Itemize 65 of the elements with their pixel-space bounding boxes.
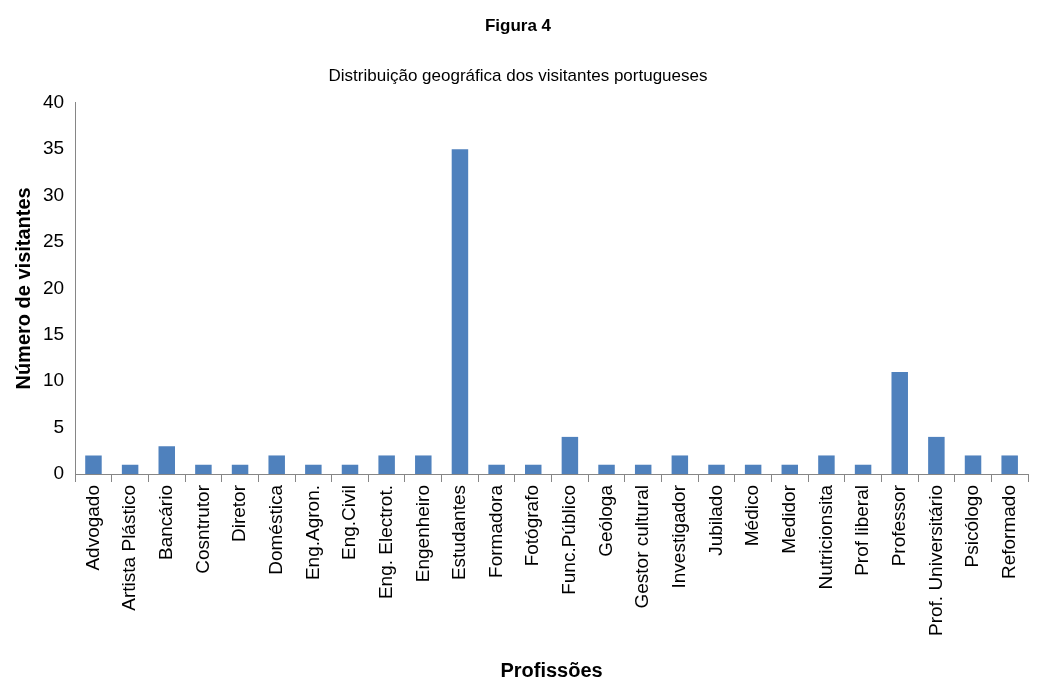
y-tick-label: 0 — [53, 462, 65, 484]
bar — [451, 149, 469, 475]
bar — [378, 455, 395, 475]
x-tick-label: Advogado — [81, 485, 103, 571]
x-tick-label: Formadora — [484, 484, 506, 578]
bar — [964, 455, 982, 475]
bar — [85, 455, 102, 475]
bar — [488, 464, 505, 475]
x-tick-label: Gestor cultural — [631, 485, 653, 609]
bar — [561, 436, 579, 475]
bar — [708, 464, 725, 475]
x-tick-label: Cosntrutor — [191, 484, 213, 574]
x-tick-label: Doméstica — [264, 484, 286, 575]
chart-subtitle: Distribuição geográfica dos visitantes portugueses — [328, 66, 708, 86]
y-tick-label: 25 — [42, 230, 65, 252]
x-tick-label: Func.Público — [558, 485, 580, 595]
bar — [415, 455, 432, 475]
y-axis-title: Número de visitantes — [11, 187, 34, 390]
y-tick-label: 40 — [42, 91, 65, 113]
y-tick-label: 5 — [53, 415, 65, 437]
x-tick-label: Investigador — [668, 484, 690, 589]
x-tick-label: Geóloga — [594, 484, 616, 557]
bar — [818, 455, 835, 475]
bar — [1001, 455, 1018, 475]
bar — [268, 455, 285, 475]
bar — [891, 371, 908, 475]
x-tick-label: Nutricionsita — [814, 484, 836, 590]
x-tick-label: Eng.Agron. — [301, 485, 323, 581]
y-tick-label: 20 — [42, 276, 65, 298]
bar — [341, 464, 359, 475]
x-tick-label: Prof. Universitário — [924, 485, 946, 637]
bar — [671, 455, 689, 475]
x-tick-label: Eng. Electrot. — [374, 485, 396, 600]
bar — [598, 464, 615, 475]
bar — [121, 464, 139, 475]
x-tick-label: Artista Plástico — [118, 485, 140, 611]
x-tick-label: Médico — [741, 485, 763, 547]
x-tick-label: Estudantes — [448, 485, 470, 581]
x-tick-label: Medidor — [778, 484, 800, 554]
bar — [305, 464, 322, 475]
y-tick-label: 30 — [42, 183, 65, 205]
y-tick-label: 15 — [42, 323, 65, 345]
x-tick-label: Jubilado — [704, 485, 726, 556]
x-tick-label: Fotógrafo — [521, 485, 543, 567]
x-tick-label: Engenheiro — [411, 485, 433, 583]
bar — [634, 464, 652, 475]
bar — [744, 464, 762, 475]
bar — [195, 464, 212, 475]
chart-title: Figura 4 — [484, 15, 552, 35]
x-tick-label: Diretor — [228, 484, 250, 543]
bar — [781, 464, 799, 475]
y-tick-label: 10 — [42, 369, 65, 391]
y-tick-label: 35 — [42, 137, 65, 159]
bar — [928, 436, 945, 475]
bar — [158, 446, 175, 475]
bar — [231, 464, 249, 475]
x-tick-label: Psicólogo — [961, 485, 983, 568]
x-tick-label: Eng.Civil — [338, 485, 360, 560]
bar — [525, 464, 542, 475]
x-tick-label: Bancário — [154, 485, 176, 561]
x-tick-label: Prof liberal — [851, 485, 873, 576]
bar — [854, 464, 872, 475]
x-axis-title: Profissões — [500, 658, 603, 681]
x-tick-label: Reformado — [997, 485, 1019, 580]
x-tick-label: Professor — [887, 484, 909, 567]
